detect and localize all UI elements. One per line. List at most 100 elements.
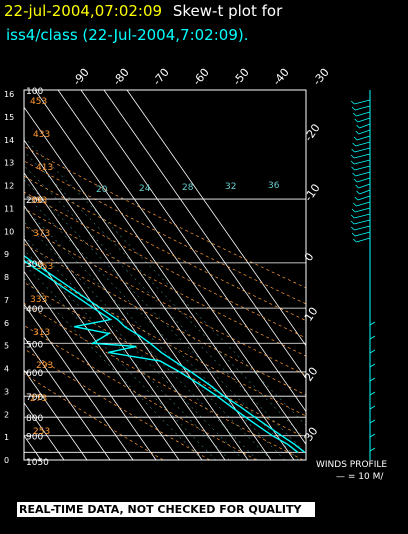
dry-adiabat (24, 191, 306, 339)
wind-barb-flag (356, 190, 360, 195)
temperature-tick-top: -60 (190, 66, 212, 88)
wind-barb (369, 363, 376, 368)
height-label: 3 (4, 387, 9, 396)
wind-barb (358, 183, 371, 189)
wind-barb (356, 201, 371, 207)
mixing-ratio-label: 20 (96, 185, 108, 195)
dry-adiabat-label: 313 (33, 328, 50, 338)
temperature-tick-top: -70 (150, 66, 172, 88)
dry-adiabat-label: 353 (36, 262, 53, 272)
isotherm-line (24, 172, 226, 460)
wind-barb-flag (350, 220, 355, 225)
wind-barb-flag (351, 148, 355, 153)
dry-adiabat-label: 253 (33, 427, 50, 437)
plot-frame (23, 89, 307, 461)
temperature-tick-right: 0 (302, 251, 317, 264)
wind-barb (369, 349, 376, 354)
plot-interior (24, 90, 306, 460)
wind-barb (355, 141, 371, 147)
isotherm-line (57, 90, 306, 445)
mixing-ratio-label: 32 (225, 182, 236, 192)
wind-barb (356, 135, 371, 141)
wind-barb (354, 105, 371, 111)
wind-barb (358, 129, 371, 135)
height-label: 5 (4, 342, 9, 351)
isotherm-line (24, 402, 65, 460)
pressure-label: 300 (26, 260, 43, 270)
wind-barb (353, 219, 371, 225)
dry-adiabat-label: 293 (36, 361, 53, 371)
wind-barb (369, 377, 376, 382)
height-label: 15 (4, 113, 14, 122)
pressure-label: 500 (26, 340, 43, 350)
wind-barb-flag (353, 178, 358, 183)
isotherm-line (34, 90, 295, 460)
wind-barb-flag (350, 100, 355, 105)
pressure-label: 100 (26, 87, 43, 97)
chart-station: iss4/class (22-Jul-2004,7:02:09). (6, 26, 249, 44)
dry-adiabat-label: 413 (36, 163, 53, 173)
temperature-tick-top: -90 (70, 66, 92, 88)
wind-barb (357, 117, 371, 123)
dry-adiabat (24, 373, 164, 460)
pressure-label: 400 (26, 305, 43, 315)
temperature-tick-top: -80 (110, 66, 132, 88)
chart-title-text: Skew-t plot for (172, 2, 283, 20)
pressure-label: 1050 (26, 458, 49, 468)
wind-barb-flag (353, 238, 357, 243)
dry-adiabat (24, 145, 306, 289)
wind-barb (369, 335, 376, 340)
wind-barb (357, 195, 371, 201)
dry-adiabat-label: 393 (30, 196, 47, 206)
moist-line (24, 193, 285, 460)
moist-line (24, 151, 306, 440)
height-label: 8 (4, 273, 9, 282)
moist-line (24, 249, 230, 460)
wind-barb (354, 225, 371, 231)
height-label: 6 (4, 319, 9, 328)
moist-line (24, 221, 258, 460)
temperature-tick-right: -20 (302, 122, 323, 144)
temperature-profile (24, 254, 306, 453)
wind-barb-flag (350, 226, 355, 231)
isotherm-line (126, 90, 306, 347)
dry-adiabat-label: 453 (30, 97, 47, 107)
dry-adiabat (24, 243, 306, 396)
dewpoint-profile (24, 259, 299, 453)
wind-barb-flag (350, 214, 355, 219)
wind-barb (353, 159, 371, 165)
temperature-tick-top: -50 (230, 66, 252, 88)
height-label: 11 (4, 204, 14, 213)
isotherm-line (103, 90, 306, 380)
wind-barb-flag (352, 172, 356, 177)
mixing-ratio-label: 24 (139, 184, 151, 194)
dry-adiabat-label: 273 (30, 394, 47, 404)
wind-barb (354, 165, 371, 171)
wind-barb (356, 237, 371, 243)
wind-barb-flag (354, 118, 359, 123)
dry-adiabat-label: 373 (33, 229, 50, 239)
wind-barb-flag (352, 202, 357, 207)
wind-barb (356, 177, 371, 183)
wind-barb (356, 111, 371, 117)
dry-adiabat-label: 433 (33, 130, 50, 140)
dry-adiabat-label: 333 (30, 295, 47, 305)
moist-line (24, 179, 299, 460)
temperature-tick-right: 30 (302, 425, 321, 444)
quality-note: REAL-TIME DATA, NOT CHECKED FOR QUALITY (17, 502, 315, 517)
moist-line (24, 277, 203, 460)
dry-adiabat (24, 160, 306, 305)
wind-barb (369, 419, 376, 424)
dry-adiabat (24, 302, 304, 460)
isotherm-line (24, 270, 157, 460)
height-label: 13 (4, 159, 14, 168)
temperature-tick-right: 10 (302, 305, 321, 324)
mixing-ratio-label: 36 (268, 181, 280, 191)
wind-barb-flag (351, 106, 356, 111)
wind-barb-flag (355, 130, 359, 135)
wind-barb (369, 447, 376, 452)
pressure-label: 600 (26, 369, 43, 379)
temperature-tick-right: 20 (302, 365, 321, 384)
wind-barb-flag (356, 124, 360, 129)
